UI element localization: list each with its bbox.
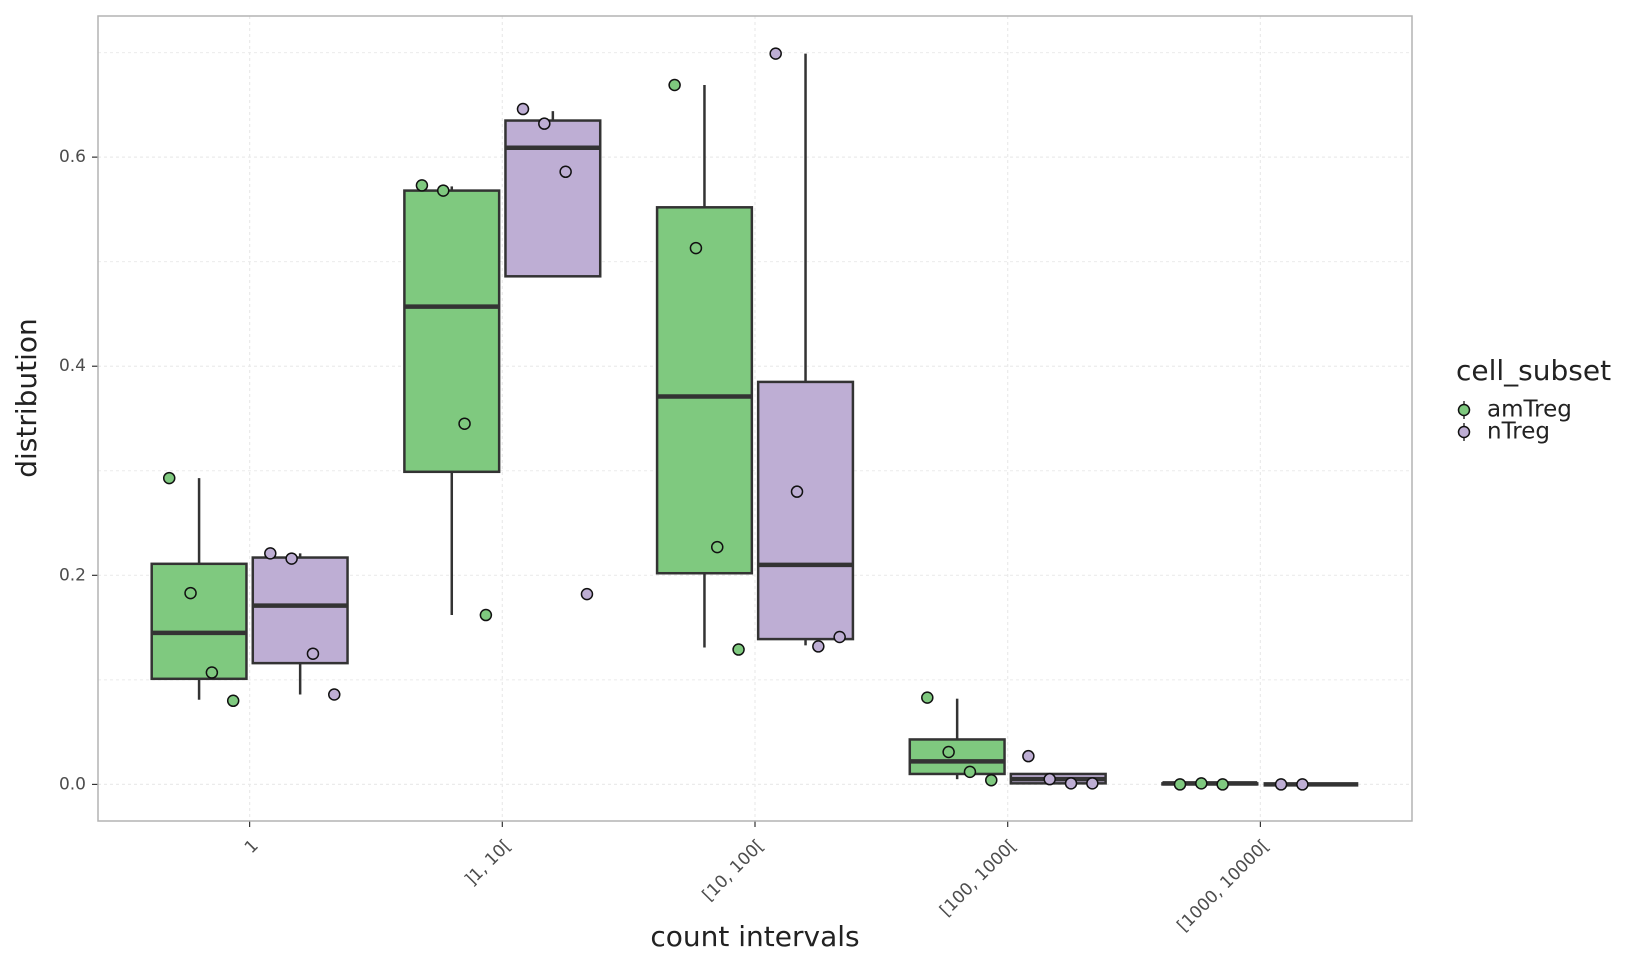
legend-label: amTreg — [1487, 397, 1572, 423]
data-point — [538, 117, 551, 130]
y-tick-label: 0.0 — [59, 774, 86, 794]
legend-title: cell_subset — [1456, 354, 1611, 387]
data-point — [985, 773, 998, 787]
box — [655, 206, 754, 575]
data-point — [162, 471, 176, 485]
data-point — [963, 765, 977, 779]
data-point — [1086, 777, 1099, 790]
data-point — [921, 691, 934, 704]
x-tick-label: [10, 100[ — [699, 836, 768, 905]
data-point — [580, 587, 594, 601]
data-point — [769, 47, 782, 60]
box — [504, 119, 602, 278]
x-axis-title: count intervals — [650, 920, 859, 953]
x-tick-label: [100, 1000[ — [936, 836, 1021, 921]
data-point — [942, 745, 955, 759]
box — [150, 562, 248, 681]
data-point — [1296, 778, 1309, 791]
box — [251, 556, 349, 665]
y-tick-label: 0.4 — [59, 356, 86, 376]
data-point — [1043, 772, 1056, 786]
data-point — [479, 608, 493, 622]
box — [908, 738, 1006, 776]
x-tick-label: [1000, 10000[ — [1173, 836, 1273, 936]
box — [756, 380, 855, 641]
y-axis-title: distribution — [10, 318, 43, 478]
data-point — [1064, 777, 1078, 790]
data-point — [559, 165, 572, 179]
data-point — [790, 485, 804, 498]
y-tick-label: 0.2 — [59, 565, 86, 585]
data-point — [328, 688, 341, 701]
legend-key — [1457, 425, 1471, 439]
data-point — [458, 417, 471, 430]
data-point — [516, 102, 530, 116]
y-tick-label: 0.6 — [59, 147, 86, 167]
data-point — [205, 666, 219, 679]
legend-key — [1457, 403, 1471, 417]
plot-panel — [97, 15, 1413, 822]
data-point — [1216, 778, 1229, 791]
data-point — [285, 552, 298, 565]
data-point — [812, 640, 825, 653]
data-point — [415, 179, 429, 192]
data-point — [732, 643, 745, 656]
data-point — [1274, 778, 1288, 791]
data-point — [264, 547, 277, 560]
data-point — [226, 694, 240, 708]
data-point — [711, 540, 724, 554]
data-point — [1022, 749, 1035, 763]
data-point — [833, 630, 846, 644]
data-point — [184, 586, 197, 600]
data-point — [1195, 777, 1208, 790]
x-tick-label: ]1, 10[ — [461, 836, 515, 890]
x-tick-label: 1 — [241, 836, 263, 858]
box — [403, 189, 501, 474]
data-point — [689, 241, 703, 255]
data-point — [1173, 778, 1187, 791]
data-point — [436, 184, 450, 197]
legend-label: nTreg — [1487, 419, 1550, 445]
data-point — [668, 78, 681, 92]
data-point — [306, 647, 320, 660]
